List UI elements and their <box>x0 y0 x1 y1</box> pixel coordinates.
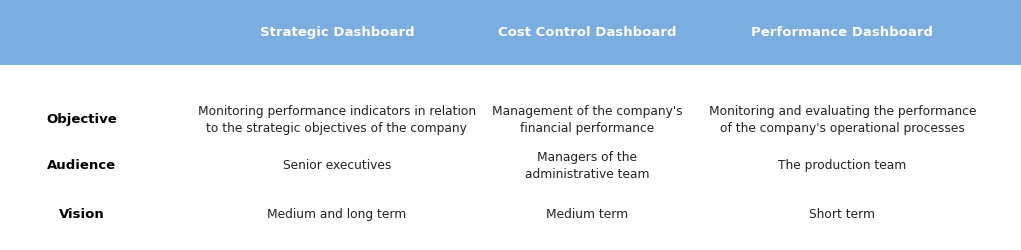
Text: Performance Dashboard: Performance Dashboard <box>751 26 933 39</box>
Text: Objective: Objective <box>46 113 117 126</box>
Text: Monitoring performance indicators in relation
to the strategic objectives of the: Monitoring performance indicators in rel… <box>198 104 476 134</box>
Text: Managers of the
administrative team: Managers of the administrative team <box>525 151 649 181</box>
Text: Monitoring and evaluating the performance
of the company's operational processes: Monitoring and evaluating the performanc… <box>709 104 976 134</box>
Text: Strategic Dashboard: Strategic Dashboard <box>259 26 415 39</box>
Bar <box>0 0 1021 65</box>
Text: Vision: Vision <box>59 208 104 221</box>
Text: Senior executives: Senior executives <box>283 159 391 172</box>
Text: Medium and long term: Medium and long term <box>268 208 406 221</box>
Text: Audience: Audience <box>47 159 116 172</box>
Text: Short term: Short term <box>810 208 875 221</box>
Text: Medium term: Medium term <box>546 208 628 221</box>
Text: Management of the company's
financial performance: Management of the company's financial pe… <box>492 104 682 134</box>
Text: The production team: The production team <box>778 159 907 172</box>
Text: Cost Control Dashboard: Cost Control Dashboard <box>498 26 676 39</box>
